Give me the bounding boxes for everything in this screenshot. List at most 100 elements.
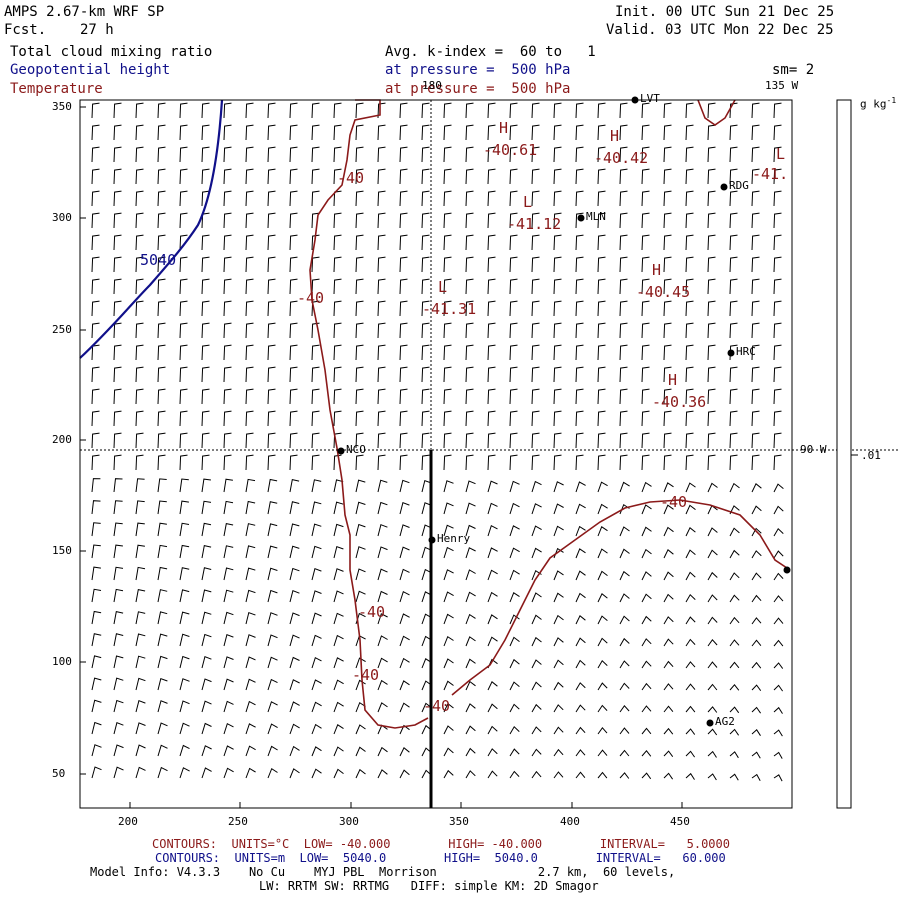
wind-barb xyxy=(355,212,364,229)
wind-barb xyxy=(91,454,100,471)
wind-barb xyxy=(267,678,278,691)
wind-barb xyxy=(179,410,188,427)
wind-barb xyxy=(289,745,300,757)
wind-barb xyxy=(575,704,586,713)
wind-barb xyxy=(487,322,496,339)
wind-barb xyxy=(91,522,101,537)
wind-barb xyxy=(377,568,388,581)
wind-barb xyxy=(487,102,496,119)
wind-barb xyxy=(113,234,122,251)
wind-barb xyxy=(641,682,652,691)
wind-barb xyxy=(223,410,232,427)
wind-barb xyxy=(487,344,496,361)
wind-barb xyxy=(91,633,102,647)
wind-barb xyxy=(443,212,452,229)
wind-barb xyxy=(245,634,256,647)
wind-barb xyxy=(663,300,672,317)
wind-barb xyxy=(377,124,386,141)
wind-barb xyxy=(751,168,760,185)
wind-barb xyxy=(773,278,782,295)
wind-barb xyxy=(619,234,628,251)
wind-barb xyxy=(443,524,454,537)
wind-barb xyxy=(663,146,672,163)
wind-barb xyxy=(641,526,652,537)
wind-barb xyxy=(443,502,454,515)
wind-barb xyxy=(289,322,298,339)
wind-barb xyxy=(135,766,146,779)
wind-barb xyxy=(179,322,188,339)
wind-barb xyxy=(377,546,388,559)
wind-barb xyxy=(575,102,584,119)
wind-barb xyxy=(135,212,144,229)
wind-barb xyxy=(509,124,518,141)
wind-barb xyxy=(443,234,452,251)
wind-barb xyxy=(289,501,300,515)
colorbar xyxy=(836,99,852,809)
y-tick-label: 250 xyxy=(52,323,72,336)
wind-barb xyxy=(465,410,474,427)
wind-barb xyxy=(443,680,454,691)
wind-barb xyxy=(179,655,190,669)
wind-barb xyxy=(135,190,144,207)
extremum-value: -40.42 xyxy=(594,149,649,167)
wind-barb xyxy=(245,344,254,361)
wind-barb xyxy=(465,432,474,449)
wind-barb xyxy=(201,478,211,493)
avg-kindex: Avg. k-index = 60 to 1 xyxy=(385,44,596,60)
wind-barb xyxy=(487,748,498,757)
wind-barb xyxy=(311,723,322,735)
wind-barb xyxy=(355,701,366,713)
wind-barb xyxy=(531,344,540,361)
wind-barb xyxy=(421,322,430,339)
wind-barb xyxy=(707,594,718,603)
wind-barb xyxy=(751,410,760,427)
wind-barb xyxy=(311,410,320,427)
wind-barb xyxy=(487,636,498,647)
extremum-type: H xyxy=(652,261,662,279)
wind-barb xyxy=(113,102,122,119)
wind-barb xyxy=(267,300,276,317)
wind-barb xyxy=(443,546,454,559)
extremum-type: H xyxy=(668,371,678,389)
lon-label-180: 180 xyxy=(422,79,442,92)
wind-barb xyxy=(597,344,606,361)
wind-barb xyxy=(641,146,650,163)
wind-barb xyxy=(201,410,210,427)
wind-barbs xyxy=(91,102,784,782)
wind-barb xyxy=(641,454,650,471)
wind-barb xyxy=(597,322,606,339)
wind-barb xyxy=(421,124,430,141)
wind-barb xyxy=(157,388,166,405)
wind-barb xyxy=(223,168,232,185)
wind-barb xyxy=(355,366,364,383)
wind-barb xyxy=(179,744,190,757)
wind-barb xyxy=(113,500,123,515)
wind-barb xyxy=(399,657,410,669)
wind-barb xyxy=(223,146,232,163)
wind-barb xyxy=(311,768,322,779)
wind-barb xyxy=(465,502,476,515)
wind-barb xyxy=(443,591,454,603)
wind-barb xyxy=(91,146,100,163)
wind-barb xyxy=(443,454,452,471)
wind-barb xyxy=(465,256,474,273)
wind-barb xyxy=(575,124,584,141)
wind-barb xyxy=(311,746,322,757)
wind-barb xyxy=(355,568,366,581)
wind-barb xyxy=(641,190,650,207)
wind-barb xyxy=(575,256,584,273)
wind-barb xyxy=(663,504,674,515)
wind-barb xyxy=(245,190,254,207)
wind-barb xyxy=(113,677,124,691)
wind-barb xyxy=(201,745,212,757)
wind-barb xyxy=(157,190,166,207)
wind-barb xyxy=(707,706,718,713)
wind-barb xyxy=(91,544,101,559)
wind-barb xyxy=(289,768,300,779)
wind-barb xyxy=(157,766,168,779)
wind-barb xyxy=(377,146,386,163)
wind-barb xyxy=(201,322,210,339)
wind-barb xyxy=(553,256,562,273)
wind-barb xyxy=(751,572,762,581)
wind-barb xyxy=(685,432,694,449)
